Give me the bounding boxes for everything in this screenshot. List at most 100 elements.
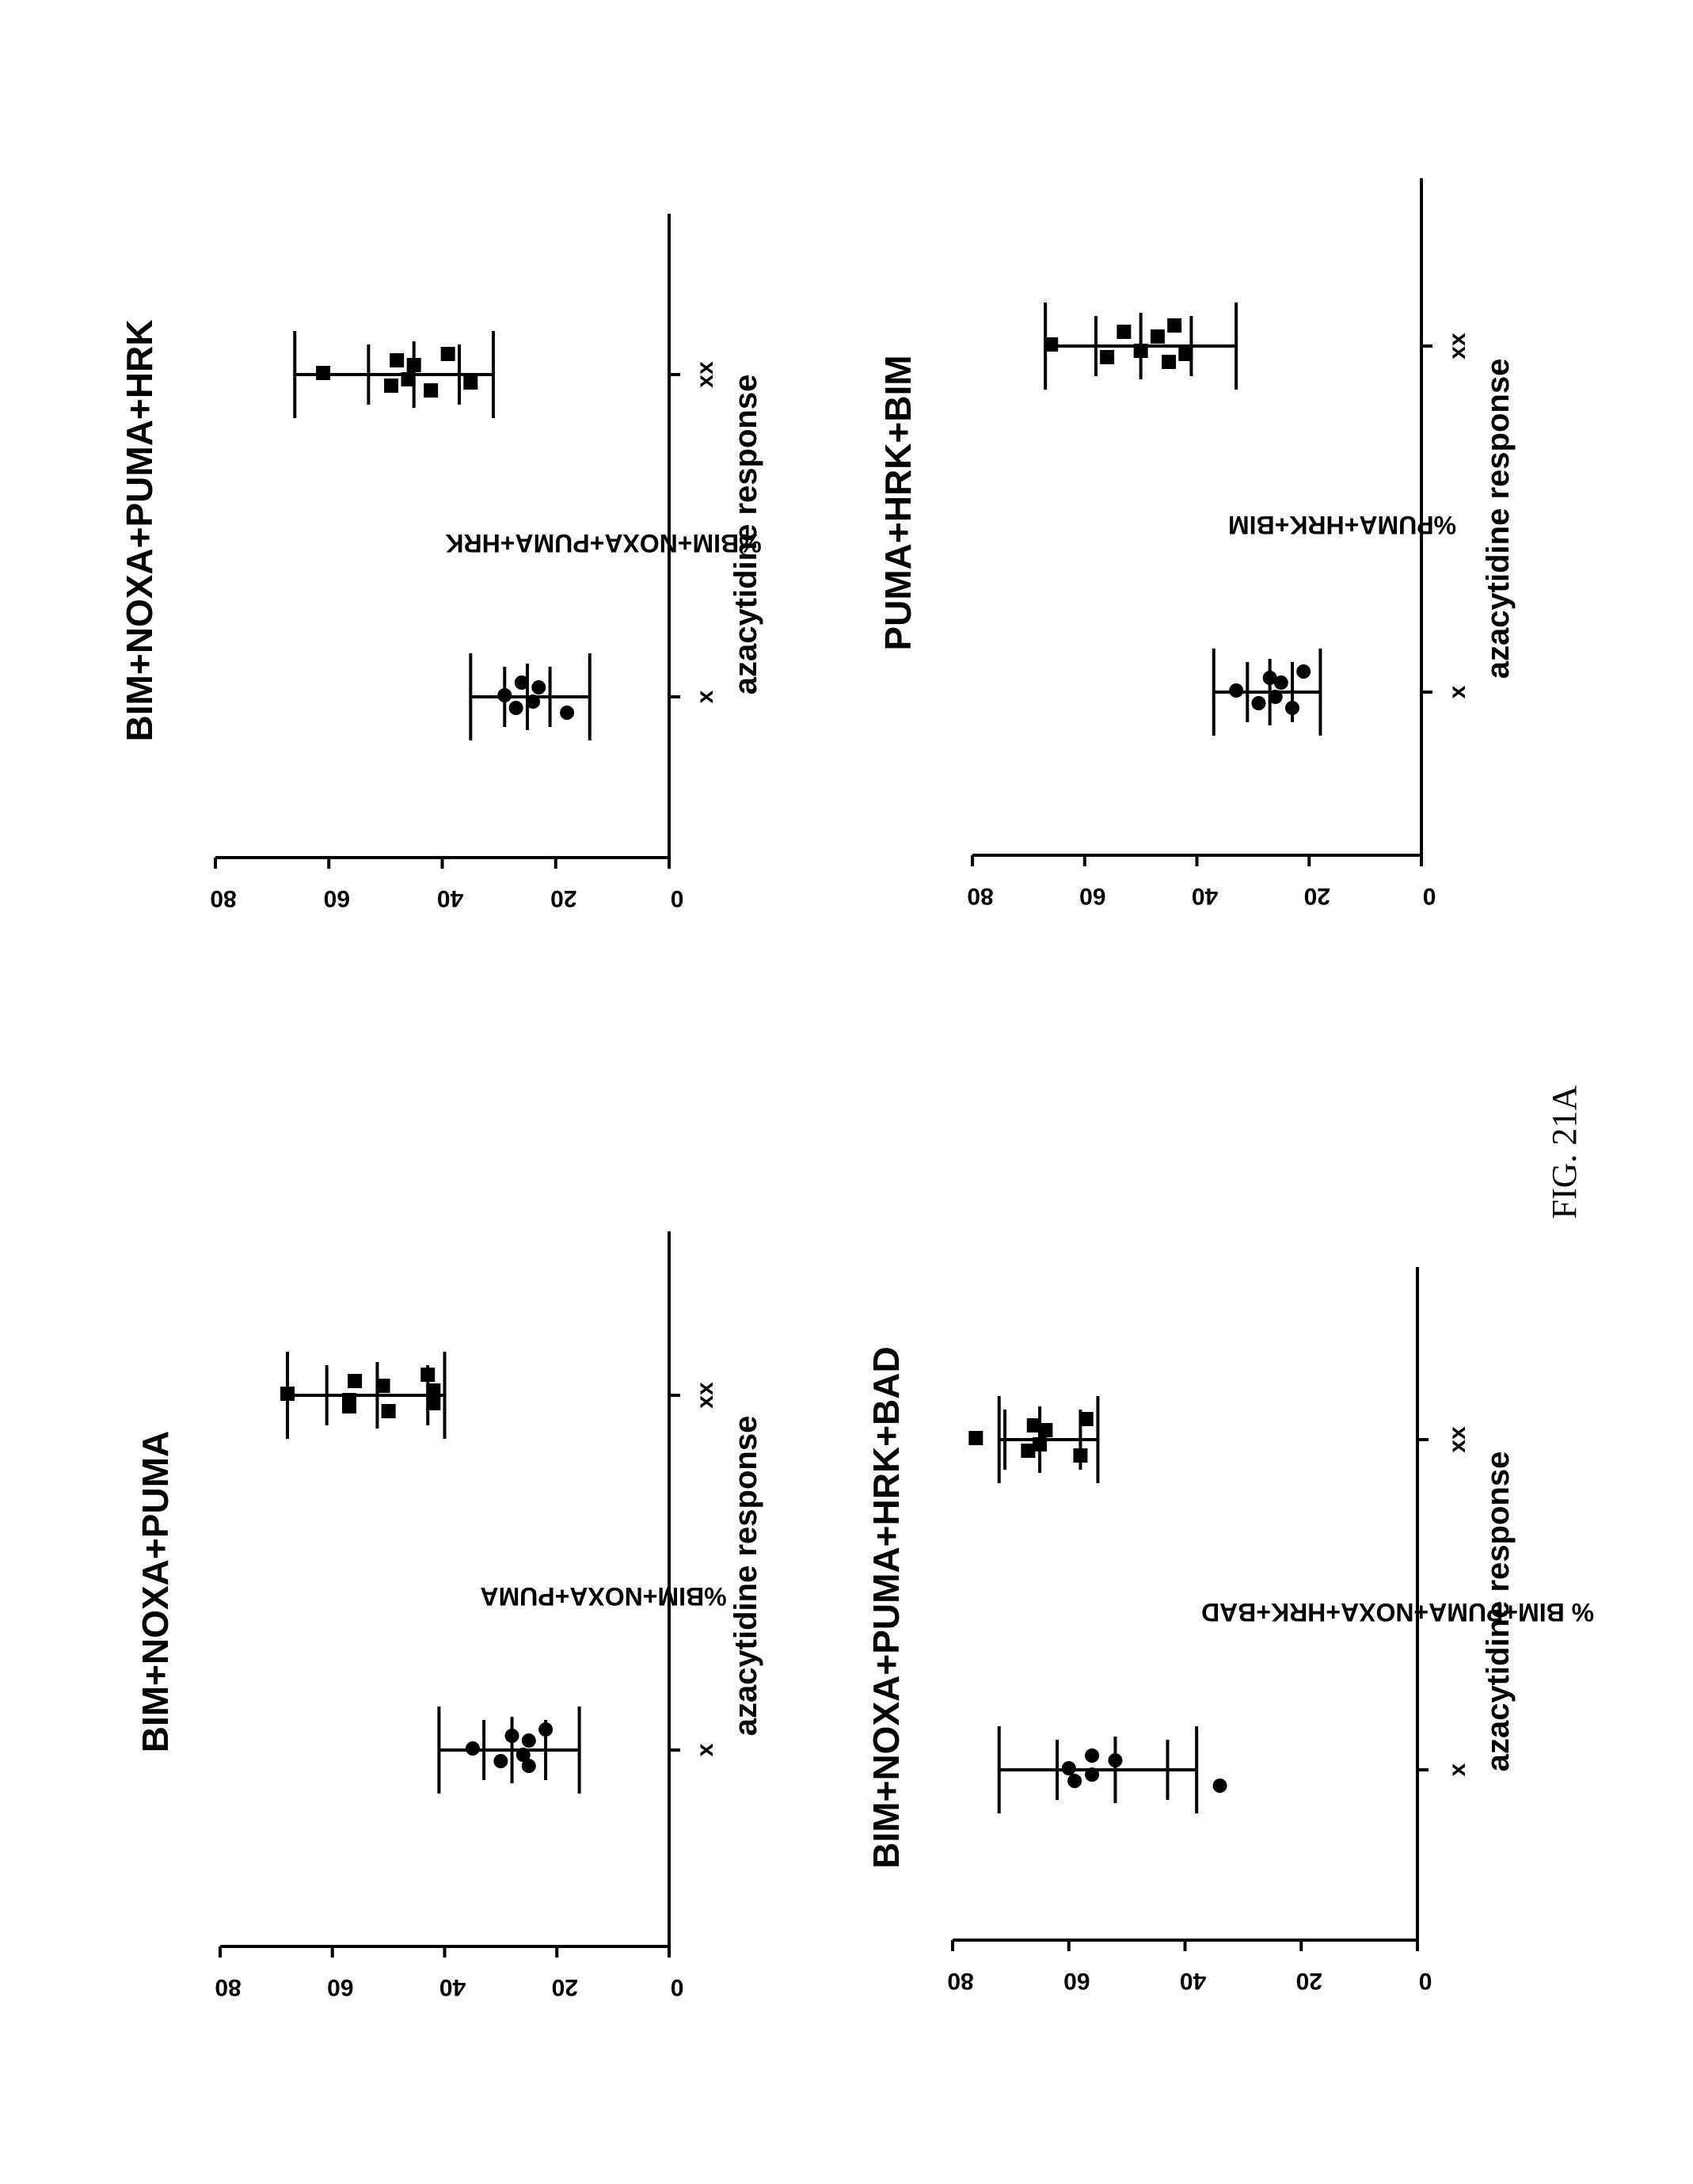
y-tick-label: 60	[1063, 1968, 1090, 1994]
x-category-label: x	[692, 690, 718, 703]
y-axis-label: %BIM+NOXA+PUMA+HRK	[445, 529, 761, 557]
y-tick-label: 0	[1419, 1968, 1432, 1994]
data-point	[526, 694, 541, 709]
data-point	[531, 680, 546, 694]
data-point	[1061, 1761, 1076, 1775]
data-point	[426, 1383, 441, 1398]
chart-title: PUMA+HRK+BIM	[877, 355, 919, 650]
data-point	[968, 1431, 983, 1445]
data-point	[1162, 355, 1177, 369]
data-point	[497, 688, 512, 702]
x-axis-label: azacytidine response	[729, 375, 763, 695]
x-axis-label: azacytidine response	[1481, 1452, 1516, 1772]
data-point	[560, 706, 575, 720]
data-point	[504, 1729, 519, 1743]
y-tick-label: 40	[1192, 883, 1218, 909]
y-tick-label: 80	[215, 1974, 241, 2000]
data-point	[493, 1754, 508, 1768]
data-point	[280, 1387, 295, 1401]
x-category-label: xx	[1444, 1426, 1470, 1453]
data-point	[1262, 671, 1277, 685]
data-point	[465, 1741, 480, 1756]
y-tick-label: 0	[671, 885, 684, 911]
data-point	[1033, 1437, 1048, 1452]
data-point	[1251, 696, 1266, 710]
data-point	[463, 375, 478, 390]
chart-title: BIM+NOXA+PUMA+HRK	[119, 320, 160, 742]
data-point	[424, 383, 439, 398]
y-tick-label: 40	[439, 1974, 466, 2000]
series-xx	[1044, 302, 1238, 390]
series-xx	[280, 1352, 447, 1439]
y-tick-label: 20	[1296, 1968, 1322, 1994]
data-point	[426, 1396, 441, 1410]
data-point	[521, 1733, 536, 1748]
data-point	[508, 701, 523, 715]
data-point	[1284, 701, 1299, 715]
y-axis-label: % BIM+PUMA+NOXA+HRK+BAD	[1201, 1598, 1594, 1627]
data-point	[1100, 350, 1115, 364]
data-point	[1268, 690, 1283, 704]
data-point	[1178, 347, 1193, 361]
series-x	[469, 653, 592, 740]
x-category-label: x	[692, 1743, 718, 1756]
chart-panel-2: 020406080xxx%BIM+NOXA+PUMA+HRKazacytidin…	[119, 214, 763, 911]
data-point	[1067, 1774, 1082, 1788]
y-tick-label: 20	[552, 1974, 578, 2000]
series-x	[997, 1726, 1227, 1813]
data-point	[1085, 1767, 1100, 1782]
x-category-label: xx	[692, 361, 718, 388]
y-tick-label: 60	[324, 885, 350, 911]
data-point	[1108, 1753, 1123, 1767]
data-point	[1073, 1448, 1088, 1463]
data-point	[375, 1379, 390, 1393]
x-category-label: x	[1444, 685, 1470, 698]
data-point	[1133, 344, 1148, 358]
y-tick-label: 60	[1079, 883, 1105, 909]
series-xx	[293, 331, 495, 418]
data-point	[1021, 1444, 1036, 1458]
data-point	[420, 1368, 436, 1382]
data-point	[1079, 1412, 1094, 1426]
y-tick-label: 80	[210, 885, 236, 911]
data-point	[348, 1374, 363, 1388]
y-tick-label: 20	[550, 885, 576, 911]
data-point	[521, 1759, 536, 1773]
chart-title: BIM+NOXA+PUMA+HRK+BAD	[866, 1346, 907, 1868]
data-point	[1085, 1748, 1100, 1763]
y-axis-label: %PUMA+HRK+BIM	[1228, 511, 1456, 539]
data-point	[381, 1404, 396, 1418]
y-tick-label: 80	[967, 883, 993, 909]
data-point	[1167, 318, 1182, 333]
x-category-label: x	[1444, 1763, 1470, 1776]
x-axis-label: azacytidine response	[729, 1416, 763, 1737]
data-point	[390, 353, 405, 367]
data-point	[1117, 325, 1132, 339]
y-tick-label: 40	[1180, 1968, 1206, 1994]
y-axis-label: %BIM+NOXA+PUMA	[480, 1582, 726, 1611]
x-axis-label: azacytidine response	[1481, 359, 1516, 679]
data-point	[384, 379, 399, 393]
data-point	[1038, 1423, 1053, 1437]
y-tick-label: 0	[1423, 883, 1436, 909]
data-point	[440, 347, 455, 361]
series-x	[437, 1706, 581, 1794]
data-point	[316, 366, 331, 380]
data-point	[1229, 683, 1244, 698]
data-point	[514, 675, 529, 690]
data-point	[342, 1393, 357, 1407]
y-tick-label: 20	[1304, 883, 1330, 909]
data-point	[406, 358, 421, 372]
data-point	[1044, 337, 1059, 352]
y-tick-label: 60	[327, 1974, 353, 2000]
series-x	[1212, 649, 1322, 736]
data-point	[1150, 329, 1165, 344]
data-point	[538, 1722, 554, 1737]
data-point	[516, 1748, 531, 1762]
data-point	[1212, 1779, 1227, 1793]
data-point	[401, 372, 416, 386]
chart-title: BIM+NOXA+PUMA	[135, 1431, 176, 1752]
